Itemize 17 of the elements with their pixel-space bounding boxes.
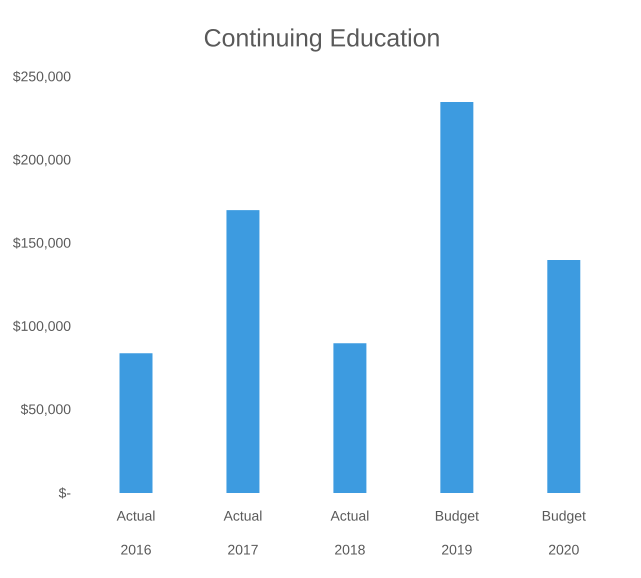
y-tick-label: $-: [58, 487, 70, 499]
y-tick-label: $50,000: [20, 404, 70, 416]
category-label: Actual 2016: [116, 510, 154, 555]
category-label: Budget 2020: [542, 510, 586, 555]
y-tick-label: $200,000: [12, 154, 70, 166]
category-label: Actual 2017: [224, 510, 262, 555]
chart-title: Continuing Education: [204, 28, 439, 52]
bar: [226, 210, 260, 493]
bar: [333, 343, 366, 493]
y-tick-label: $150,000: [12, 237, 70, 250]
y-tick-label: $250,000: [12, 70, 70, 84]
y-tick-label: $100,000: [12, 320, 70, 333]
bar: [120, 353, 153, 493]
bar: [440, 102, 474, 493]
category-label: Actual 2018: [330, 510, 368, 555]
category-label: Budget 2019: [436, 510, 479, 555]
bar: [547, 260, 580, 493]
